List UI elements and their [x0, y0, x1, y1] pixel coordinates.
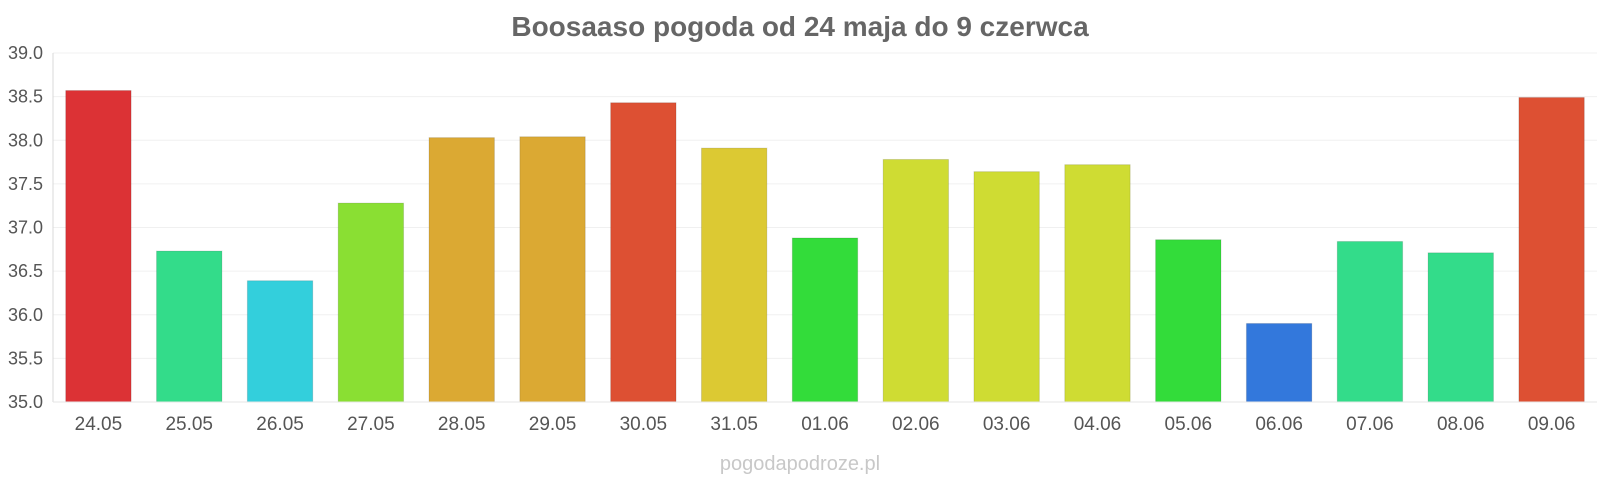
x-tick-label: 25.05: [165, 414, 213, 435]
chart-title: Boosaaso pogoda od 24 maja do 9 czerwca: [511, 11, 1089, 42]
bar-02.06[interactable]: [882, 158, 950, 403]
x-tick-label: 06.06: [1255, 414, 1303, 435]
y-tick-label: 37.5: [8, 174, 43, 194]
x-tick-label: 31.05: [710, 414, 758, 435]
site-credit: pogodapodroze.pl: [720, 453, 880, 475]
bar-28.05[interactable]: [428, 137, 495, 403]
x-tick-label: 02.06: [892, 414, 940, 435]
x-tick-label: 29.05: [529, 414, 577, 435]
bar-07.06[interactable]: [1336, 240, 1404, 403]
y-tick-label: 35.5: [8, 348, 43, 368]
bar-03.06[interactable]: [973, 171, 1040, 403]
x-tick-label: 28.05: [438, 414, 486, 435]
x-tick-label: 01.06: [801, 414, 849, 435]
bar-27.05[interactable]: [337, 202, 405, 403]
bar-08.06[interactable]: [1427, 252, 1494, 403]
x-tick-label: 30.05: [620, 414, 668, 435]
y-tick-label: 37.0: [8, 218, 43, 238]
x-tick-label: 07.06: [1346, 414, 1394, 435]
x-tick-label: 04.06: [1074, 414, 1122, 435]
x-tick-label: 03.06: [983, 414, 1031, 435]
bar-25.05[interactable]: [156, 250, 223, 403]
bar-01.06[interactable]: [791, 237, 859, 403]
bar-26.05[interactable]: [246, 280, 314, 403]
bar-30.05[interactable]: [610, 102, 677, 403]
bar-06.06[interactable]: [1245, 322, 1313, 403]
x-tick-label: 27.05: [347, 414, 395, 435]
bar-24.05[interactable]: [65, 90, 132, 403]
y-tick-label: 35.0: [8, 392, 43, 412]
x-tick-label: 08.06: [1437, 414, 1485, 435]
y-tick-label: 36.5: [8, 261, 43, 281]
x-axis: 24.05 25.05 26.05 27.05 28.05 29.05 30.05 31.05…: [53, 401, 1597, 435]
y-tick-label: 38.5: [8, 87, 43, 107]
bar-09.06[interactable]: [1518, 96, 1585, 403]
bars: [65, 90, 1585, 403]
bar-04.06[interactable]: [1064, 164, 1131, 403]
y-axis: 35.0 35.5 36.0 36.5 37.0 37.5 38.0 38.5 39.0: [8, 43, 54, 412]
y-tick-label: 38.0: [8, 130, 43, 150]
y-tick-label: 39.0: [8, 43, 43, 63]
bar-05.06[interactable]: [1155, 239, 1222, 403]
x-tick-label: 26.05: [256, 414, 304, 435]
x-tick-label: 24.05: [75, 414, 123, 435]
x-tick-label: 09.06: [1528, 414, 1576, 435]
bar-31.05[interactable]: [700, 147, 768, 403]
y-tick-label: 36.0: [8, 305, 43, 325]
x-tick-label: 05.06: [1165, 414, 1213, 435]
bar-29.05[interactable]: [519, 136, 586, 403]
